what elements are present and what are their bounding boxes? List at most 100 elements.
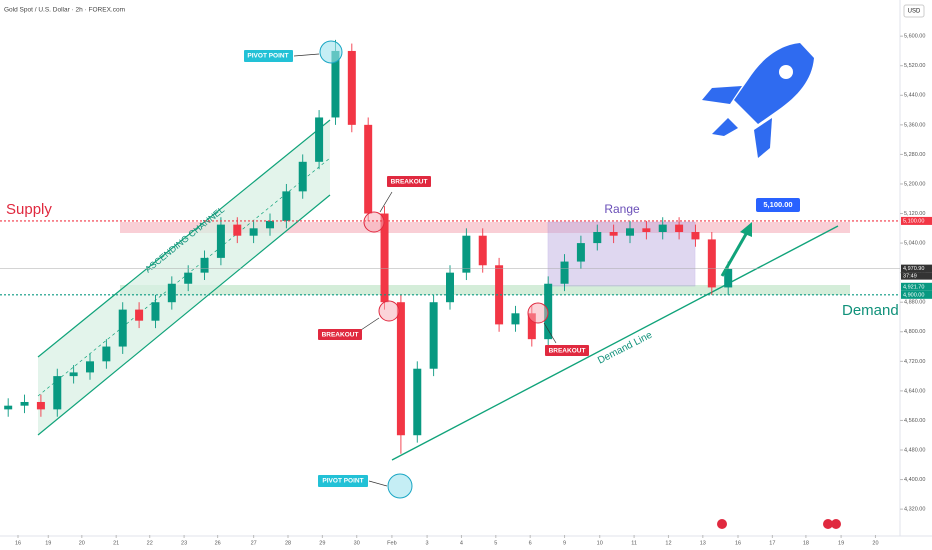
candle-body — [593, 232, 602, 244]
candle-body — [642, 228, 651, 233]
candle-body — [724, 268, 733, 288]
candle-body — [429, 302, 438, 369]
y-tick-label: 5,600.00 — [904, 34, 925, 40]
pivot-label: PIVOT POINT — [247, 53, 288, 60]
target-label: 5,100.00 — [763, 200, 792, 209]
x-tick-label: 16 — [15, 540, 21, 546]
breakout-box — [387, 176, 431, 187]
countdown-label: 37:49 — [903, 274, 917, 280]
x-tick-label: 27 — [251, 540, 257, 546]
candle-body — [658, 224, 667, 233]
candle-body — [396, 302, 405, 436]
candle-body — [315, 117, 324, 162]
candle-body — [233, 224, 242, 236]
target-box — [756, 198, 800, 212]
y-tick-label: 5,040.00 — [904, 241, 925, 247]
candle-body — [462, 235, 471, 273]
channel-mid — [37, 157, 331, 397]
candle-body — [511, 313, 520, 325]
candle-body — [20, 401, 29, 406]
range-box — [547, 221, 696, 287]
demand-line — [391, 225, 839, 461]
breakout-circle — [378, 300, 400, 322]
breakout-circle — [527, 302, 549, 324]
x-tick-label: 18 — [803, 540, 809, 546]
candle-body — [478, 235, 487, 266]
candle-body — [527, 313, 536, 340]
x-tick-label: 19 — [838, 540, 844, 546]
y-tick-label: 5,280.00 — [904, 152, 925, 158]
candle-body — [446, 272, 454, 303]
breakout-box — [318, 329, 362, 340]
channel-upper — [37, 119, 331, 358]
channel-lower — [37, 194, 331, 436]
candle-body — [626, 228, 634, 236]
level-label: 5,100.00 — [903, 218, 924, 224]
breakout-circle — [363, 211, 385, 233]
callout-line — [543, 322, 557, 344]
candle-body — [118, 309, 127, 347]
y-tick-label: 5,200.00 — [904, 181, 925, 187]
candle-body — [249, 228, 258, 236]
candle-body — [4, 405, 13, 410]
x-tick-label: 6 — [529, 540, 532, 546]
candle-body — [135, 309, 144, 321]
x-tick-label: 17 — [769, 540, 775, 546]
callout-line — [379, 191, 393, 213]
candle-body — [184, 272, 193, 284]
candle-body — [53, 376, 62, 410]
candle-body — [216, 224, 225, 258]
candle-body — [380, 213, 389, 303]
candle-body — [675, 224, 684, 233]
x-tick-label: 16 — [735, 540, 741, 546]
level-box — [901, 282, 932, 291]
x-tick-label: 20 — [872, 540, 878, 546]
candle-body — [347, 50, 356, 125]
candle-body — [609, 232, 618, 236]
x-tick-label: 28 — [285, 540, 291, 546]
candle-body — [576, 243, 585, 262]
candle-body — [69, 372, 78, 377]
y-tick-label: 5,440.00 — [904, 93, 925, 99]
range-label: Range — [604, 202, 640, 216]
candle-body — [200, 257, 209, 273]
y-tick-label: 4,880.00 — [904, 300, 925, 306]
level-box — [901, 290, 932, 299]
candle-body — [151, 302, 160, 321]
countdown-box — [901, 272, 932, 280]
pivot-circle — [387, 473, 413, 499]
rocket-icon — [702, 43, 814, 158]
event-flag — [717, 519, 727, 529]
x-tick-label: Feb — [387, 540, 396, 546]
breakout-label: BREAKOUT — [322, 332, 359, 339]
y-tick-label: 4,480.00 — [904, 447, 925, 453]
y-tick-label: 4,560.00 — [904, 418, 925, 424]
x-tick-label: 12 — [665, 540, 671, 546]
plot — [4, 39, 733, 454]
pivot-box — [244, 50, 293, 62]
candle-body — [282, 191, 291, 221]
x-tick-label: 4 — [460, 540, 463, 546]
supply-zone — [120, 222, 850, 233]
x-tick-label: 10 — [597, 540, 603, 546]
candle-body — [364, 124, 373, 214]
x-tick-label: 20 — [79, 540, 85, 546]
candle-body — [167, 283, 176, 303]
candle-body — [495, 265, 504, 325]
level-label: 4,921.70 — [903, 284, 924, 290]
chart-title: Gold Spot / U.S. Dollar · 2h · FOREX.com — [4, 7, 125, 14]
candle-body — [707, 239, 716, 288]
breakout-label: BREAKOUT — [549, 348, 586, 355]
x-tick-label: 22 — [147, 540, 153, 546]
y-tick-label: 4,640.00 — [904, 388, 925, 394]
y-tick-label: 4,400.00 — [904, 477, 925, 483]
y-tick-label: 4,800.00 — [904, 329, 925, 335]
candle-body — [266, 220, 274, 229]
candle-body — [86, 361, 94, 373]
x-tick-label: 5 — [494, 540, 497, 546]
x-tick-label: 30 — [354, 540, 360, 546]
level-box — [901, 216, 932, 225]
x-tick-label: 23 — [181, 540, 187, 546]
target-arrowhead — [740, 222, 752, 237]
